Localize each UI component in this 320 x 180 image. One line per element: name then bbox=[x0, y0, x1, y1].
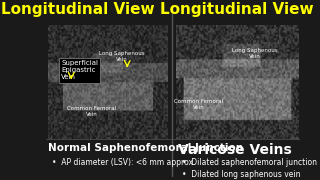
Text: Longitudinal View: Longitudinal View bbox=[1, 2, 155, 17]
Text: Normal Saphenofemoral Junction: Normal Saphenofemoral Junction bbox=[48, 143, 244, 152]
Text: Long Saphenous
Vein: Long Saphenous Vein bbox=[99, 51, 145, 62]
Text: Long Saphenous
Vein: Long Saphenous Vein bbox=[232, 48, 277, 59]
Text: Varicose Veins: Varicose Veins bbox=[178, 143, 292, 157]
Text: Longitudinal View: Longitudinal View bbox=[160, 2, 314, 17]
Text: Superficial
Epigastric
Vein: Superficial Epigastric Vein bbox=[61, 60, 98, 80]
Text: •  Dilated saphenofemoral junction: • Dilated saphenofemoral junction bbox=[182, 158, 317, 167]
Text: Common Femoral
Vein: Common Femoral Vein bbox=[67, 106, 116, 117]
Text: •  AP diameter (LSV): <6 mm approx.: • AP diameter (LSV): <6 mm approx. bbox=[52, 158, 196, 167]
Text: •  Dilated long saphenous vein: • Dilated long saphenous vein bbox=[182, 170, 300, 179]
FancyBboxPatch shape bbox=[46, 139, 300, 177]
Text: Common Femoral
Vein: Common Femoral Vein bbox=[174, 99, 223, 110]
